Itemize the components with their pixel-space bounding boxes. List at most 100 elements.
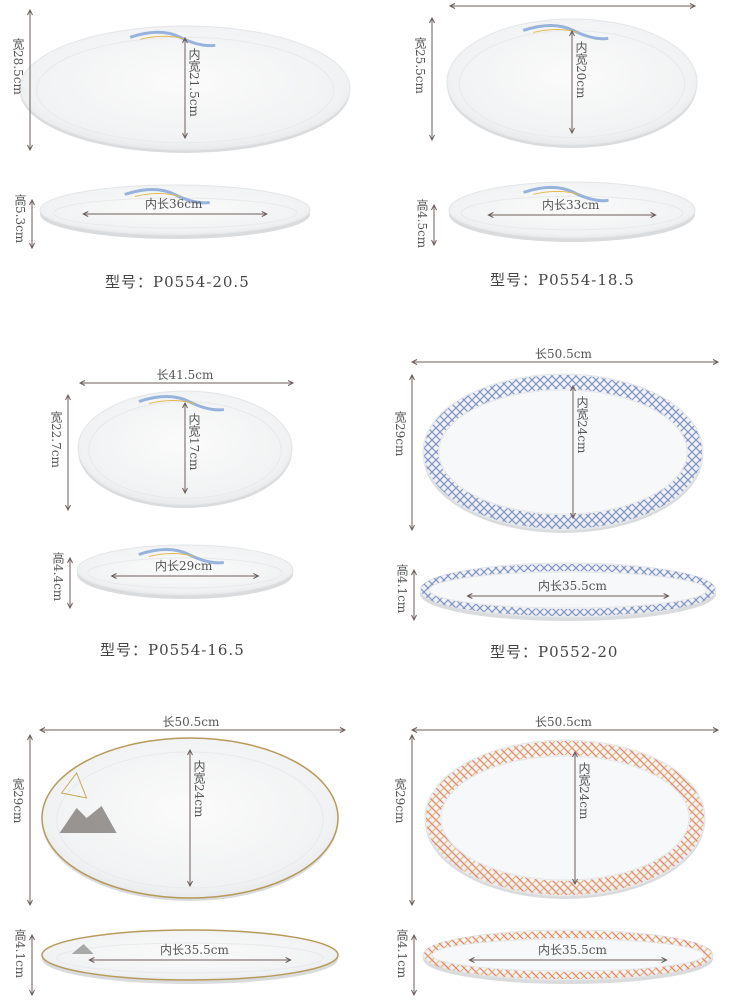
inner-width-dimension-line-arrow [570, 384, 576, 392]
brush-stroke-icon [124, 188, 210, 205]
gold-outline-icon [60, 771, 88, 799]
width-label: 宽22.7cm [49, 410, 63, 468]
inner-width-dimension-line-arrow [187, 748, 193, 756]
length-dimension-line-arrow [410, 727, 418, 733]
plate-well [438, 389, 688, 515]
height-dimension-line-arrow [411, 989, 417, 997]
gold-stroke-icon [140, 35, 186, 40]
brush-stroke-icon [138, 395, 225, 412]
brush-stroke-icon [523, 185, 609, 203]
height-dimension-line-arrow [411, 933, 417, 941]
inner-length-dimension-line-arrow [487, 212, 494, 218]
gold-stroke-icon [134, 193, 180, 197]
width-dimension-line-arrow [409, 899, 415, 907]
plate-body [39, 184, 311, 236]
lattice-rim [426, 741, 704, 895]
height-dimension-line-arrow [67, 602, 73, 610]
brush-stroke-icon [129, 30, 216, 48]
length-dimension-line-arrow [712, 359, 720, 365]
gold-stroke-icon [148, 400, 195, 405]
lattice-rim [424, 375, 702, 529]
inner-width-dimension-line-arrow [569, 29, 575, 37]
height-label: 高5.3cm [13, 194, 27, 244]
length-dimension-line-arrow [78, 380, 86, 386]
plate-side-view [76, 544, 294, 599]
inner-length-label: 内长29cm [155, 559, 213, 573]
inner-width-label: 内宽20cm [574, 41, 588, 99]
plate-top-view [424, 739, 706, 899]
gold-stroke-icon [533, 28, 579, 33]
inner-length-dimension-line-arrow [261, 211, 268, 217]
width-dimension-line-arrow [65, 393, 71, 401]
width-label: 宽28.5cm [11, 38, 25, 95]
inner-length-dimension-line-arrow [88, 957, 95, 963]
height-dimension-line-arrow [67, 556, 73, 564]
mountain-icon [59, 806, 117, 833]
inner-width-dimension-line-arrow [182, 487, 188, 495]
width-label: 宽29cm [393, 410, 407, 456]
gold-stroke-icon [533, 190, 579, 195]
inner-width-dimension-line-arrow [182, 36, 188, 44]
plate-well [460, 195, 684, 231]
inner-length-dimension-line-arrow [82, 211, 89, 217]
length-dimension-line-arrow [712, 727, 720, 733]
plate-side-view [448, 181, 696, 242]
plate-side-view [41, 929, 339, 984]
inner-width-dimension-line-arrow [572, 750, 578, 758]
model-number: 型号：P0554-20.5 [105, 273, 250, 291]
lattice-rim [424, 931, 712, 979]
inner-width-label: 内宽21.5cm [187, 48, 201, 117]
length-label: 长50.5cm [535, 715, 592, 729]
height-dimension-line-arrow [411, 614, 417, 622]
width-label: 宽29cm [11, 778, 25, 824]
length-dimension-line-arrow [287, 380, 295, 386]
inner-width-dimension-line-arrow [570, 512, 576, 520]
plate-side-view [422, 929, 714, 984]
length-label: 长50.5cm [535, 347, 592, 361]
inner-length-dimension-line-arrow [650, 212, 657, 218]
model-number: 型号：P0552-20 [490, 643, 619, 661]
width-dimension-line-arrow [429, 134, 435, 142]
inner-length-dimension-line-arrow [468, 957, 475, 963]
plate-well [440, 755, 690, 881]
inner-width-dimension-line-arrow [187, 880, 193, 888]
width-dimension-line-arrow [65, 504, 71, 512]
brush-stroke-icon [522, 23, 609, 41]
width-dimension-line-arrow [27, 899, 33, 907]
inner-length-label: 内长33cm [542, 198, 600, 212]
height-dimension-line-arrow [411, 568, 417, 576]
length-dimension-line-arrow [339, 727, 347, 733]
inner-length-label: 内长35.5cm [538, 943, 607, 957]
height-dimension-line-arrow [29, 242, 35, 250]
length-dimension-line-arrow [448, 3, 456, 9]
width-label: 宽25.5cm [413, 37, 427, 94]
inner-width-dimension-line-arrow [182, 401, 188, 409]
length-label: 长41.5cm [156, 368, 214, 382]
inner-length-dimension-line-arrow [285, 957, 292, 963]
lattice-rim [421, 564, 715, 616]
inner-width-label: 内宽24cm [575, 396, 589, 454]
inner-length-label: 内长35.5cm [538, 579, 607, 593]
inner-width-dimension-line-arrow [182, 132, 188, 140]
width-dimension-line-arrow [27, 144, 33, 152]
width-dimension-line-arrow [409, 733, 415, 741]
model-number: 型号：P0554-18.5 [490, 271, 635, 289]
width-dimension-line-arrow [409, 373, 415, 381]
plate-top-view [422, 373, 704, 533]
length-dimension-line-arrow [38, 727, 46, 733]
width-dimension-line-arrow [429, 16, 435, 24]
height-label: 高4.5cm [415, 199, 429, 249]
height-label: 高4.1cm [13, 929, 27, 979]
height-label: 高4.1cm [395, 564, 409, 614]
plate-body [41, 929, 339, 981]
width-dimension-line-arrow [27, 733, 33, 741]
plate-well [53, 197, 297, 229]
inner-width-dimension-line-arrow [572, 878, 578, 886]
inner-width-dimension-line-arrow [569, 127, 575, 135]
plate-body [76, 544, 294, 596]
inner-width-label: 内宽24cm [192, 760, 206, 818]
inner-length-dimension-line-arrow [110, 573, 117, 579]
height-label: 高4.4cm [51, 552, 65, 602]
